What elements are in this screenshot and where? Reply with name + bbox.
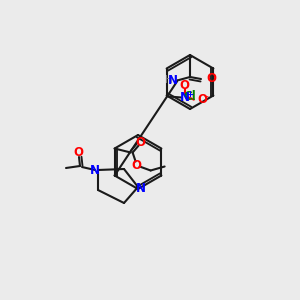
Text: H: H	[165, 75, 173, 85]
Text: O: O	[180, 79, 190, 92]
Text: O: O	[132, 159, 142, 172]
Text: N: N	[136, 182, 146, 194]
Text: O: O	[206, 73, 216, 85]
Text: N: N	[168, 74, 178, 86]
Text: Cl: Cl	[184, 90, 196, 103]
Text: N: N	[90, 164, 100, 178]
Text: +: +	[186, 90, 193, 99]
Text: O: O	[136, 136, 146, 149]
Text: N: N	[180, 91, 190, 104]
Text: O: O	[73, 146, 83, 160]
Text: O: O	[198, 93, 208, 106]
Text: ⁻: ⁻	[203, 94, 208, 104]
